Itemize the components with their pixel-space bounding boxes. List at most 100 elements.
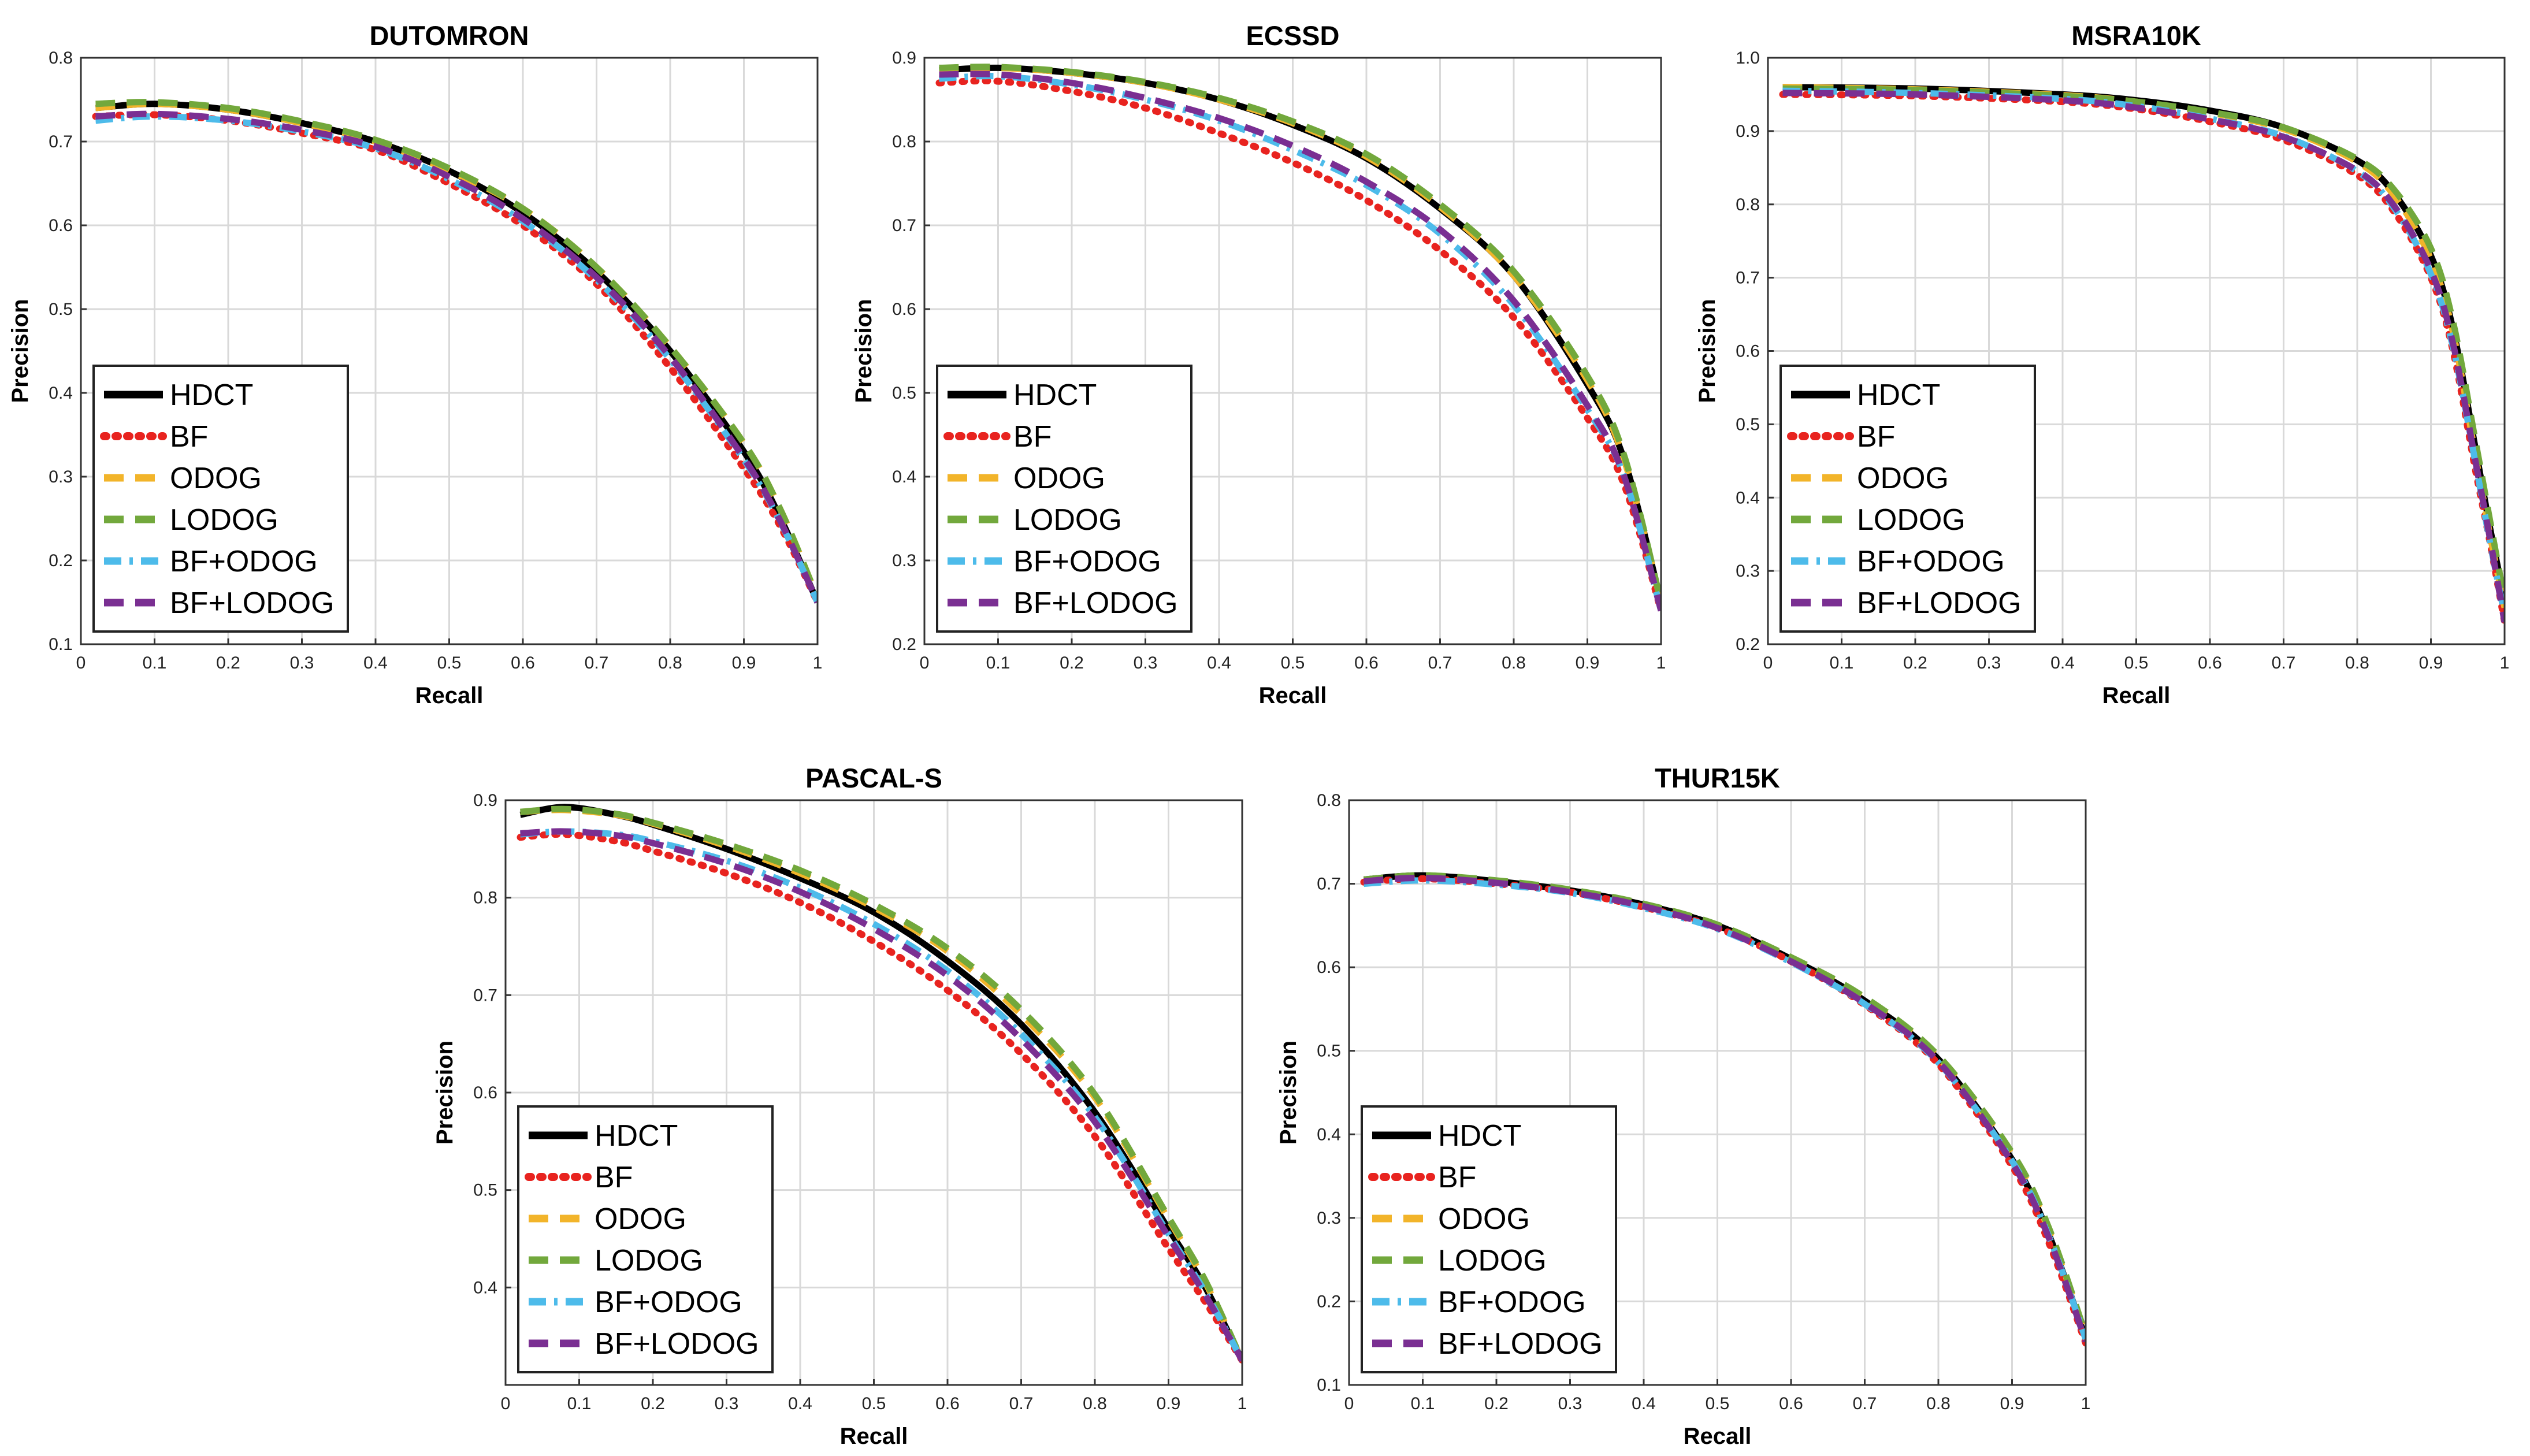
x-tick-label: 0.2: [641, 1394, 665, 1413]
y-tick-label: 0.9: [473, 791, 497, 810]
series-line-lodog: [520, 805, 1242, 1362]
legend-label: ODOG: [1013, 462, 1105, 495]
legend-label: BF+ODOG: [595, 1286, 742, 1319]
legend-label: LODOG: [1438, 1244, 1547, 1277]
legend-item-odog: ODOG: [1791, 462, 1949, 495]
legend-item-bf-plus-odog: BF+ODOG: [1791, 545, 2005, 578]
legend: HDCT BF ODOG LODOG BF+ODOG BF+LODOG: [517, 1105, 774, 1373]
x-tick-label: 0.1: [1411, 1394, 1435, 1413]
y-tick-label: 0.7: [1736, 269, 1760, 288]
y-tick-label: 0.8: [1736, 195, 1760, 214]
y-tick-label: 0.5: [1736, 415, 1760, 434]
x-axis-label: Recall: [840, 1424, 908, 1449]
legend-item-lodog: LODOG: [1791, 503, 1966, 537]
x-tick-label: 0.3: [715, 1394, 739, 1413]
legend-label: LODOG: [1013, 503, 1122, 537]
y-tick-label: 0.8: [1317, 791, 1341, 810]
y-tick-label: 0.2: [1736, 635, 1760, 654]
chart-ecssd: 0 0.1 0.2 0.3 0.4 0.5 0.6 0.7 0.8 0.9 1 0.2 0.3 0.4 0.…: [851, 20, 1666, 708]
legend-item-lodog: LODOG: [529, 1244, 703, 1277]
legend-item-hdct: HDCT: [1791, 378, 1940, 412]
series-lines: [92, 99, 818, 606]
legend-item-bf-plus-odog: BF+ODOG: [104, 545, 318, 578]
legend: HDCT BF ODOG LODOG BF+ODOG BF+LODOG: [936, 365, 1192, 633]
x-tick-label: 0.9: [2419, 653, 2443, 673]
x-tick-label: 0.5: [1281, 653, 1305, 673]
legend-label: HDCT: [170, 378, 253, 412]
x-tick-label: 0.8: [1502, 653, 1526, 673]
legend-label: BF: [170, 420, 208, 454]
legend-item-hdct: HDCT: [948, 378, 1097, 412]
x-tick-label: 0.8: [1926, 1394, 1951, 1413]
series-line-bf: [935, 77, 1661, 614]
legend-box: [1361, 1105, 1617, 1373]
x-tick-label: 0.2: [1484, 1394, 1509, 1413]
y-tick-label: 1.0: [1736, 49, 1760, 68]
x-tick-label: 0: [501, 1394, 511, 1413]
chart-title: ECSSD: [1246, 20, 1340, 51]
series-line-bf-plus-lodog: [95, 110, 818, 604]
chart-title: PASCAL-S: [805, 763, 942, 793]
y-tick-label: 0.8: [892, 132, 916, 151]
plot-frame: [1767, 57, 2506, 645]
series-line-lodog: [95, 99, 818, 600]
x-tick-label: 0.9: [732, 653, 756, 673]
legend-label: BF+LODOG: [1013, 586, 1178, 620]
legend-label: BF+LODOG: [1438, 1327, 1603, 1361]
y-tick-label: 0.1: [49, 635, 73, 654]
legend-item-bf-plus-lodog: BF+LODOG: [1372, 1327, 1603, 1361]
x-tick-label: 0.8: [658, 653, 682, 673]
chart-pascal-s: 0 0.1 0.2 0.3 0.4 0.5 0.6 0.7 0.8 0.9 1 0.4 0.5 0.6 0.…: [432, 763, 1247, 1449]
y-tick-label: 0.9: [892, 49, 916, 68]
legend-item-bf: BF: [525, 1161, 633, 1194]
y-tick-label: 0.7: [1317, 875, 1341, 894]
x-tick-label: 0.4: [2050, 653, 2075, 673]
x-tick-label: 0.1: [986, 653, 1010, 673]
y-tick-label: 0.5: [49, 300, 73, 319]
x-tick-label: 0: [76, 653, 86, 673]
y-tick-label: 0.3: [1736, 562, 1760, 581]
legend-label: BF: [595, 1161, 633, 1194]
legend-label: HDCT: [1857, 378, 1940, 412]
y-tick-label: 0.2: [892, 635, 916, 654]
x-tick-label: 0.9: [1157, 1394, 1181, 1413]
legend-label: LODOG: [170, 503, 278, 537]
x-tick-label: 0.6: [1354, 653, 1379, 673]
legend-item-bf-plus-lodog: BF+LODOG: [948, 586, 1178, 620]
legend-label: ODOG: [170, 462, 262, 495]
x-tick-label: 0.7: [585, 653, 609, 673]
y-axis-label: Precision: [432, 1041, 458, 1145]
legend-label: HDCT: [595, 1119, 678, 1153]
legend-box: [1779, 365, 2036, 633]
legend-label: BF+ODOG: [170, 545, 318, 578]
chart-dutomron: 0 0.1 0.2 0.3 0.4 0.5 0.6 0.7 0.8 0.9 10.10.20.30.…: [8, 20, 822, 708]
x-tick-label: 0.6: [1779, 1394, 1803, 1413]
legend-label: BF+ODOG: [1438, 1286, 1586, 1319]
legend: HDCT BF ODOG LODOG BF+ODOG BF+LODOG: [1361, 1105, 1617, 1373]
y-tick-label: 0.6: [1736, 342, 1760, 361]
series-line-bf-plus-lodog: [1782, 90, 2505, 623]
y-tick-label: 0.2: [1317, 1292, 1341, 1311]
series-line-lodog: [939, 64, 1661, 603]
legend-box: [936, 365, 1192, 633]
series-lines: [1779, 84, 2505, 626]
x-tick-label: 0.5: [1706, 1394, 1730, 1413]
legend-item-bf-plus-odog: BF+ODOG: [948, 545, 1161, 578]
x-tick-label: 0.5: [437, 653, 462, 673]
legend-item-lodog: LODOG: [948, 503, 1122, 537]
y-tick-label: 0.7: [473, 986, 497, 1005]
plot-frame: [1348, 799, 2087, 1386]
x-tick-label: 0.6: [2198, 653, 2222, 673]
x-tick-label: 0.4: [788, 1394, 812, 1413]
y-tick-label: 0.5: [1317, 1042, 1341, 1061]
x-tick-label: 0.3: [1558, 1394, 1582, 1413]
legend-label: HDCT: [1013, 378, 1097, 412]
legend-item-hdct: HDCT: [104, 378, 253, 412]
y-tick-label: 0.3: [49, 467, 73, 486]
x-tick-label: 1: [813, 653, 823, 673]
legend-label: LODOG: [1857, 503, 1966, 537]
x-tick-label: 1: [2081, 1394, 2091, 1413]
legend-label: BF: [1438, 1161, 1476, 1194]
legend-item-lodog: LODOG: [104, 503, 278, 537]
y-tick-label: 0.6: [49, 216, 73, 235]
